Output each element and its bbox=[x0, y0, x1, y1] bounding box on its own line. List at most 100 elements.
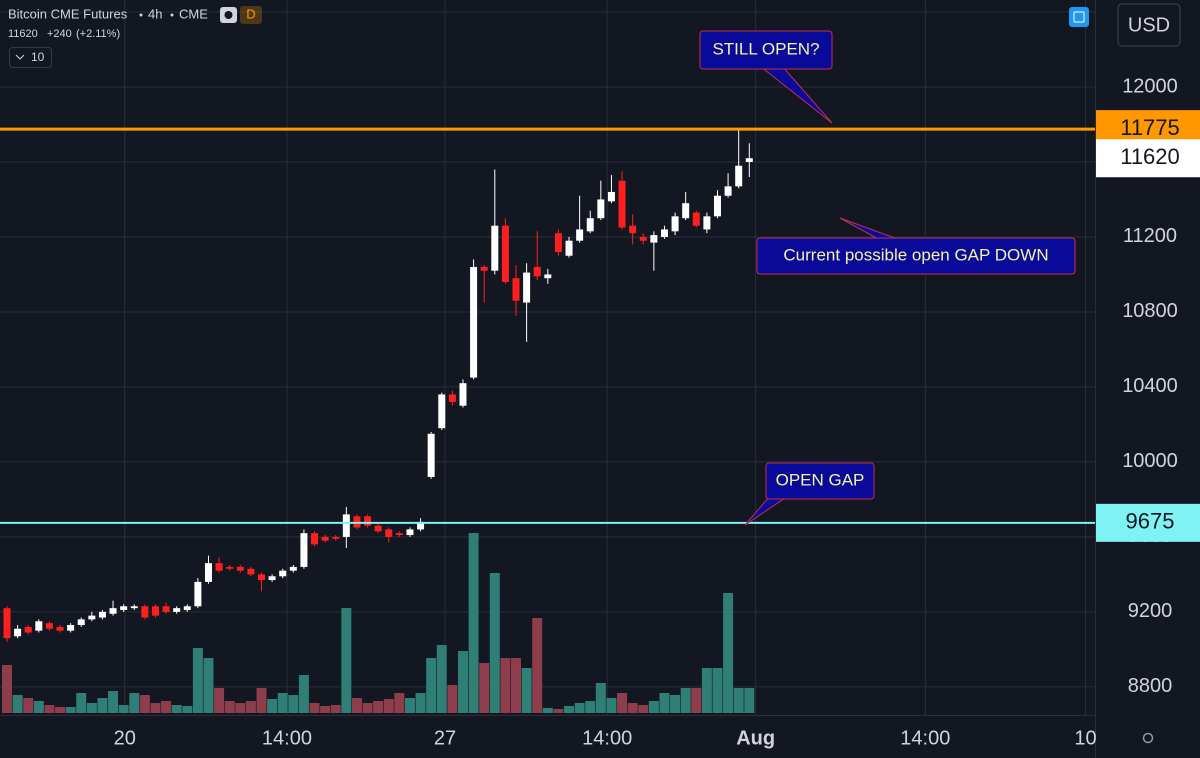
candle-body bbox=[533, 266, 541, 277]
exchange: CME bbox=[179, 6, 208, 21]
candle-body bbox=[226, 566, 234, 569]
candle-body bbox=[470, 266, 478, 378]
candle-body bbox=[321, 536, 329, 541]
candle-body bbox=[120, 606, 128, 611]
x-tick-label: 10 bbox=[1074, 727, 1096, 749]
volume-bar bbox=[723, 593, 734, 713]
header: Bitcoin CME Futures 4h CME D 11620 +240 … bbox=[8, 6, 262, 68]
volume-bar bbox=[33, 701, 44, 713]
volume-bar bbox=[235, 703, 246, 713]
volume-bar bbox=[65, 707, 76, 713]
volume-bar bbox=[129, 693, 140, 713]
volume-bar bbox=[55, 707, 66, 713]
volume-bar bbox=[574, 703, 585, 713]
candle-body bbox=[395, 533, 403, 536]
candle-body bbox=[671, 216, 679, 232]
candle-body bbox=[650, 235, 658, 243]
volume-bar bbox=[521, 668, 532, 713]
candle-body bbox=[236, 566, 244, 571]
y-tick-label: 9200 bbox=[1128, 600, 1173, 622]
volume-bar bbox=[224, 701, 235, 713]
candles bbox=[3, 128, 753, 642]
volume-bar bbox=[1, 665, 12, 713]
volume-bar bbox=[288, 695, 299, 713]
candle-body bbox=[98, 611, 106, 618]
y-tick-label: 10000 bbox=[1122, 450, 1178, 472]
candle-body bbox=[544, 274, 552, 279]
annotation-box bbox=[765, 462, 875, 500]
y-tick-label: 10400 bbox=[1122, 375, 1178, 397]
volume-bar bbox=[426, 658, 437, 713]
candle-body bbox=[14, 628, 22, 637]
interval: 4h bbox=[148, 6, 162, 21]
volume-bar bbox=[351, 698, 362, 713]
candle-body bbox=[713, 195, 721, 217]
candle-body bbox=[586, 218, 594, 232]
candle-body bbox=[438, 394, 446, 429]
auto-scale-button[interactable] bbox=[1069, 7, 1089, 27]
volume-bar bbox=[585, 701, 596, 713]
volume-bar bbox=[192, 648, 203, 713]
separator bbox=[170, 13, 174, 17]
candle-body bbox=[459, 383, 467, 406]
volume-bar bbox=[532, 618, 543, 713]
candle-body bbox=[247, 568, 255, 575]
candle-body bbox=[162, 606, 170, 612]
candle-body bbox=[565, 240, 573, 256]
annotation-box bbox=[699, 30, 833, 70]
volume-bar bbox=[595, 683, 606, 713]
status-icon-dot bbox=[224, 11, 233, 19]
last-price: 11620 bbox=[8, 28, 38, 40]
candle-body bbox=[427, 433, 435, 477]
badge-bg bbox=[240, 6, 262, 24]
candle-body bbox=[141, 606, 149, 618]
candle-body bbox=[204, 563, 212, 582]
volume-bar bbox=[383, 699, 394, 713]
volume-bar bbox=[118, 705, 129, 713]
currency-button[interactable] bbox=[1117, 3, 1181, 47]
annotation-text: STILL OPEN? bbox=[712, 39, 819, 58]
volume-bar bbox=[245, 701, 256, 713]
candle-body bbox=[448, 394, 456, 402]
candle-body bbox=[3, 608, 11, 639]
volume-bar bbox=[436, 645, 447, 713]
candle-body bbox=[735, 165, 743, 187]
settings-icon[interactable] bbox=[1142, 732, 1154, 744]
volume-bar bbox=[203, 658, 214, 713]
volume-bar bbox=[86, 703, 97, 713]
auto-scale-icon bbox=[1073, 11, 1085, 23]
indicator-toggle[interactable] bbox=[9, 47, 52, 68]
candle-body bbox=[24, 626, 32, 633]
symbol: Bitcoin CME Futures bbox=[8, 6, 128, 21]
volume-bar bbox=[606, 698, 617, 713]
y-tick-label: 12000 bbox=[1122, 75, 1178, 97]
candle-body bbox=[417, 521, 425, 530]
volume-bar bbox=[404, 698, 415, 713]
levels bbox=[0, 127, 1095, 524]
candle-body bbox=[618, 180, 626, 228]
volume-bar bbox=[489, 573, 500, 713]
candle-body bbox=[724, 186, 732, 196]
annotation: Current possible open GAP DOWN bbox=[756, 217, 1076, 275]
level-label-bg bbox=[1096, 503, 1200, 542]
volume-bar bbox=[214, 688, 225, 713]
volume-bar bbox=[447, 685, 458, 713]
annotation-box bbox=[756, 237, 1076, 275]
candle-body bbox=[35, 621, 43, 631]
candle-body bbox=[332, 536, 340, 539]
candle-body bbox=[406, 529, 414, 536]
volume-bar bbox=[341, 608, 352, 713]
volume-bar bbox=[691, 688, 702, 713]
volume-bar bbox=[617, 693, 628, 713]
volume-bar bbox=[670, 695, 681, 713]
volume-bar bbox=[564, 706, 575, 713]
candle-body bbox=[289, 566, 297, 571]
candle-body bbox=[109, 608, 117, 614]
candle-body bbox=[364, 516, 372, 526]
candle-body bbox=[682, 203, 690, 219]
candle-body bbox=[194, 581, 202, 607]
volume-bar bbox=[648, 701, 659, 713]
x-tick-label: 14:00 bbox=[900, 727, 950, 749]
